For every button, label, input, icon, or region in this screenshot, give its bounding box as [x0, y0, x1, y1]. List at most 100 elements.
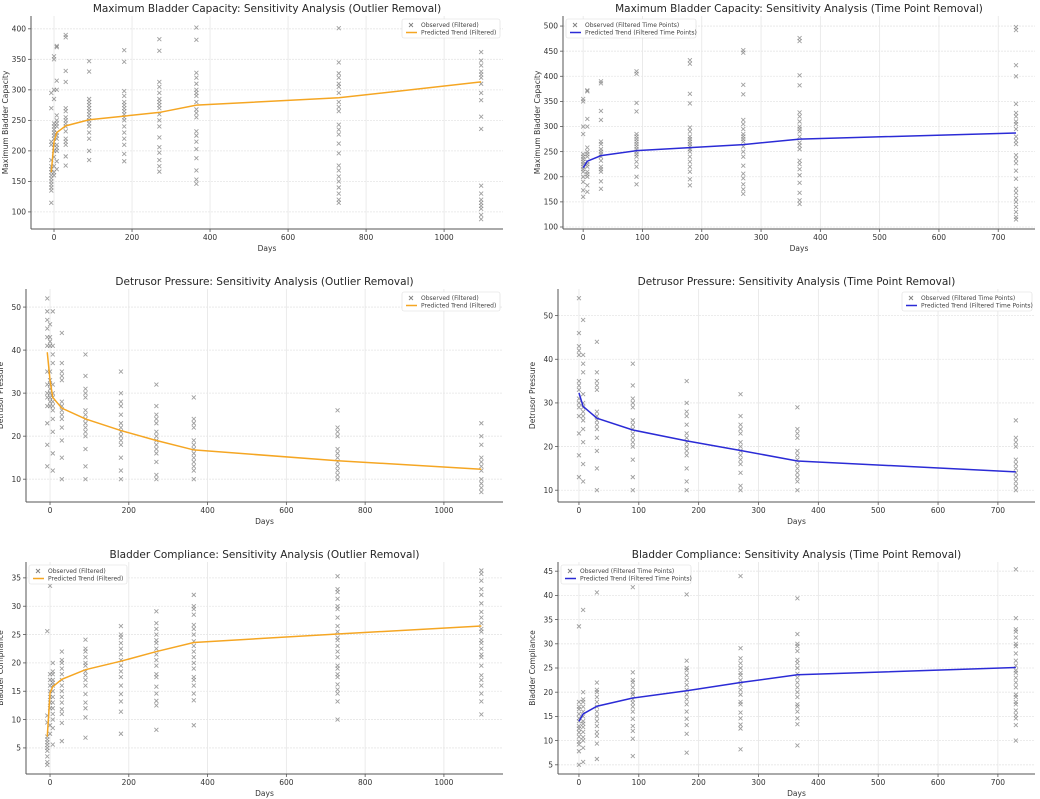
observed-point-marker — [191, 603, 197, 609]
observed-point — [740, 117, 746, 123]
observed-point-marker — [580, 689, 586, 695]
observed-point-marker — [1013, 119, 1019, 124]
y-tick-label: 35 — [11, 574, 21, 583]
observed-point-marker — [740, 149, 746, 154]
observed-point-marker — [598, 186, 604, 192]
observed-point — [83, 446, 88, 452]
observed-point-marker — [157, 135, 162, 140]
observed-point-marker — [154, 663, 159, 669]
observed-point — [83, 390, 88, 396]
observed-point — [59, 373, 65, 379]
observed-point — [795, 470, 800, 476]
observed-point-marker — [50, 677, 56, 683]
observed-point — [478, 197, 484, 203]
observed-point-marker — [59, 373, 65, 379]
observed-point — [738, 439, 743, 445]
y-tick-label: 400 — [12, 25, 27, 34]
y-tick-label: 10 — [543, 736, 553, 745]
observed-point — [191, 697, 197, 703]
x-tick-label: 500 — [871, 778, 886, 787]
legend-box — [565, 18, 697, 39]
legend-label-observed: Observed (Filtered) — [48, 568, 106, 575]
observed-point — [576, 343, 582, 349]
observed-point — [594, 435, 600, 441]
observed-point — [118, 455, 124, 460]
observed-point — [335, 463, 340, 469]
observed-point-marker — [479, 568, 484, 573]
observed-point — [738, 444, 743, 449]
observed-point-marker — [191, 632, 197, 637]
observed-point — [1013, 444, 1019, 449]
observed-point — [47, 583, 53, 589]
observed-point-marker — [121, 88, 127, 94]
observed-point-marker — [54, 78, 60, 84]
observed-point-marker — [59, 438, 65, 443]
observed-point-marker — [795, 404, 800, 410]
observed-point-marker — [478, 212, 484, 218]
y-tick-label: 200 — [12, 147, 27, 156]
y-tick-label: 40 — [543, 591, 553, 600]
observed-point — [83, 476, 88, 482]
observed-point-marker — [687, 169, 693, 175]
observed-point — [154, 416, 159, 422]
observed-point-marker — [44, 317, 50, 323]
observed-point — [154, 620, 159, 626]
observed-point-marker — [336, 132, 342, 137]
observed-point-marker — [797, 190, 802, 196]
observed-point — [1013, 680, 1019, 685]
chart-title: Maximum Bladder Capacity: Sensitivity An… — [93, 3, 441, 15]
observed-point — [740, 92, 746, 97]
observed-point — [154, 626, 159, 632]
observed-point — [576, 400, 582, 406]
y-tick-label: 500 — [544, 22, 559, 31]
legend-box — [401, 18, 501, 39]
observed-point — [797, 201, 802, 207]
observed-point-marker — [157, 118, 162, 123]
observed-point-marker — [336, 81, 342, 87]
observed-point-marker — [684, 677, 689, 683]
observed-point — [154, 429, 159, 435]
observed-point — [157, 135, 162, 140]
observed-point — [687, 134, 693, 139]
y-tick-label: 20 — [543, 688, 553, 697]
observed-point — [740, 149, 746, 154]
observed-point — [598, 80, 604, 86]
x-tick-label: 200 — [125, 233, 140, 242]
observed-point-marker — [335, 603, 340, 609]
observed-point-marker — [479, 571, 484, 577]
observed-point-marker — [580, 738, 586, 743]
observed-point-marker — [630, 439, 636, 445]
observed-point — [50, 451, 56, 456]
observed-point-marker — [336, 104, 342, 110]
observed-point — [44, 442, 50, 448]
observed-point — [740, 171, 746, 177]
observed-point-marker — [630, 670, 636, 675]
observed-point-marker — [118, 691, 124, 697]
observed-point — [479, 663, 484, 669]
observed-point — [479, 601, 484, 606]
observed-point — [44, 343, 50, 349]
observed-point-marker — [630, 685, 636, 690]
observed-point — [194, 181, 199, 187]
observed-point-marker — [797, 166, 802, 172]
observed-point — [157, 150, 162, 156]
observed-point — [118, 669, 124, 674]
observed-point — [1013, 641, 1019, 647]
observed-point — [594, 383, 600, 388]
observed-point — [797, 161, 802, 167]
x-tick-label: 600 — [281, 233, 296, 242]
observed-point-marker — [479, 485, 484, 491]
observed-point-marker — [795, 452, 800, 458]
observed-point-marker — [684, 431, 689, 436]
observed-point-marker — [335, 623, 340, 629]
observed-point — [44, 420, 50, 426]
observed-point — [154, 663, 159, 669]
observed-point — [630, 396, 636, 401]
observed-point — [580, 151, 586, 157]
chart-title: Bladder Compliance: Sensitivity Analysis… — [632, 549, 961, 561]
observed-point-marker — [594, 590, 600, 595]
observed-point-marker — [594, 741, 600, 746]
observed-point-marker — [594, 680, 600, 685]
observed-point — [1013, 156, 1019, 162]
observed-point-marker — [335, 671, 340, 677]
